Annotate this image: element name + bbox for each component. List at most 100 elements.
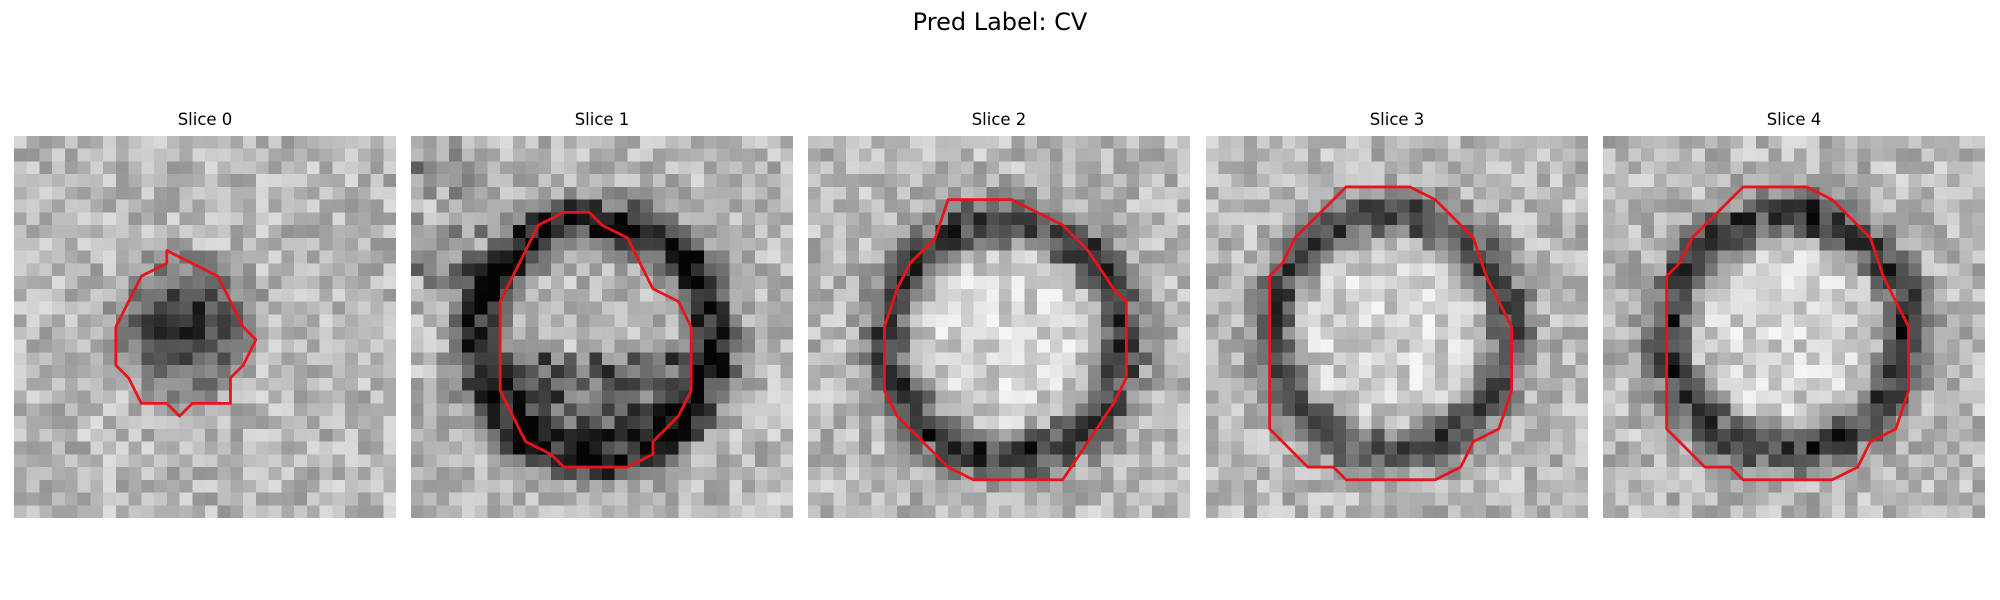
image-pixel (1012, 276, 1025, 289)
image-pixel (1012, 327, 1025, 340)
image-pixel (256, 200, 269, 213)
image-pixel (999, 327, 1012, 340)
image-pixel (1679, 429, 1692, 442)
image-pixel (269, 352, 282, 365)
image-pixel (1177, 365, 1190, 378)
image-pixel (462, 391, 475, 404)
image-pixel (986, 302, 999, 315)
image-pixel (589, 416, 602, 429)
image-pixel (141, 480, 154, 493)
slice-panel-4: Slice 4 (1603, 108, 1985, 518)
image-pixel (256, 289, 269, 302)
image-pixel (1206, 480, 1219, 493)
image-pixel (1321, 493, 1334, 506)
image-pixel (332, 225, 345, 238)
image-pixel (436, 403, 449, 416)
image-pixel (78, 136, 91, 149)
image-pixel (1139, 391, 1152, 404)
image-pixel (1461, 212, 1474, 225)
image-pixel (1575, 442, 1588, 455)
image-pixel (1960, 187, 1973, 200)
image-pixel (1152, 200, 1165, 213)
image-pixel (1603, 302, 1616, 315)
image-pixel (872, 378, 885, 391)
image-pixel (1088, 187, 1101, 200)
image-pixel (897, 365, 910, 378)
image-pixel (691, 429, 704, 442)
image-pixel (78, 200, 91, 213)
image-pixel (833, 442, 846, 455)
image-pixel (103, 302, 116, 315)
image-pixel (717, 467, 730, 480)
image-pixel (653, 314, 666, 327)
image-pixel (627, 480, 640, 493)
image-pixel (717, 505, 730, 518)
image-pixel (923, 276, 936, 289)
image-pixel (1359, 480, 1372, 493)
image-pixel (1282, 467, 1295, 480)
image-pixel (449, 212, 462, 225)
image-pixel (678, 161, 691, 174)
image-pixel (475, 302, 488, 315)
image-pixel (180, 365, 193, 378)
image-pixel (1165, 403, 1178, 416)
image-pixel (999, 340, 1012, 353)
image-pixel (1231, 276, 1244, 289)
image-pixel (1372, 263, 1385, 276)
image-pixel (205, 391, 218, 404)
image-pixel (205, 327, 218, 340)
image-pixel (1075, 429, 1088, 442)
image-pixel (1257, 149, 1270, 162)
image-pixel (1756, 429, 1769, 442)
image-pixel (243, 403, 256, 416)
image-pixel (1231, 225, 1244, 238)
image-pixel (358, 429, 371, 442)
image-pixel (1883, 174, 1896, 187)
image-pixel (872, 493, 885, 506)
image-pixel (1641, 454, 1654, 467)
image-pixel (39, 365, 52, 378)
image-pixel (526, 251, 539, 264)
image-pixel (1448, 454, 1461, 467)
image-pixel (1050, 365, 1063, 378)
image-pixel (487, 212, 500, 225)
image-pixel (1231, 174, 1244, 187)
image-pixel (1114, 225, 1127, 238)
image-pixel (141, 365, 154, 378)
image-pixel (1870, 340, 1883, 353)
image-pixel (961, 505, 974, 518)
image-pixel (1139, 238, 1152, 251)
image-pixel (449, 161, 462, 174)
image-pixel (294, 314, 307, 327)
image-pixel (1410, 493, 1423, 506)
image-pixel (14, 225, 27, 238)
image-pixel (1641, 251, 1654, 264)
image-pixel (1960, 467, 1973, 480)
image-pixel (1346, 314, 1359, 327)
image-pixel (1794, 212, 1807, 225)
image-pixel (551, 365, 564, 378)
image-pixel (1499, 505, 1512, 518)
image-pixel (1550, 480, 1563, 493)
image-pixel (358, 327, 371, 340)
image-pixel (320, 467, 333, 480)
image-pixel (986, 314, 999, 327)
image-pixel (1206, 352, 1219, 365)
image-pixel (1769, 289, 1782, 302)
image-pixel (1448, 200, 1461, 213)
image-pixel (167, 161, 180, 174)
image-pixel (1692, 263, 1705, 276)
image-pixel (923, 289, 936, 302)
image-pixel (808, 365, 821, 378)
image-pixel (948, 187, 961, 200)
image-pixel (872, 161, 885, 174)
image-pixel (935, 314, 948, 327)
image-pixel (1139, 467, 1152, 480)
image-pixel (780, 403, 793, 416)
image-pixel (424, 442, 437, 455)
image-pixel (1435, 212, 1448, 225)
image-pixel (923, 378, 936, 391)
image-pixel (180, 174, 193, 187)
image-pixel (986, 149, 999, 162)
image-pixel (577, 442, 590, 455)
